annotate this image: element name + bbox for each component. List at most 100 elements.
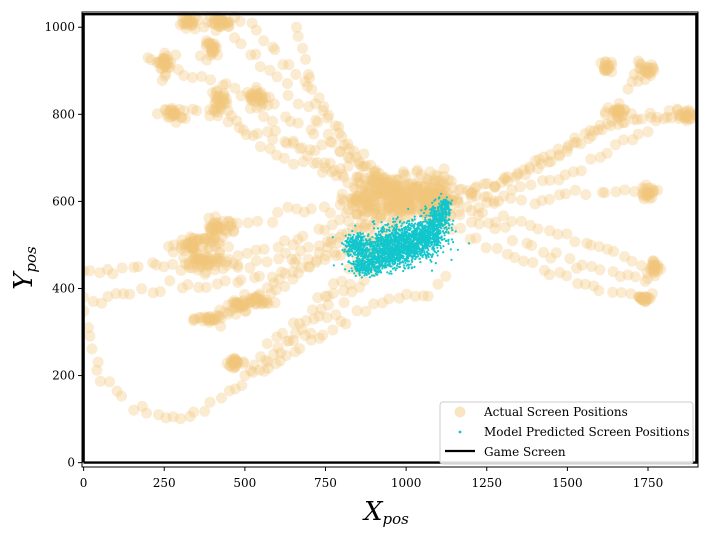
actual-position-point	[326, 137, 338, 149]
actual-position-point	[156, 62, 168, 74]
actual-position-point	[515, 215, 527, 227]
actual-position-point	[207, 219, 219, 231]
predicted-position-point	[419, 221, 422, 224]
actual-position-point	[231, 357, 243, 368]
actual-position-point	[409, 187, 421, 199]
predicted-position-point	[367, 262, 370, 265]
actual-position-point	[599, 65, 611, 77]
actual-position-point	[208, 233, 220, 245]
actual-position-point	[232, 297, 244, 309]
actual-position-point	[229, 360, 241, 372]
predicted-position-point	[353, 253, 356, 256]
predicted-position-point	[395, 248, 398, 251]
actual-position-point	[211, 93, 223, 105]
actual-position-point	[377, 172, 389, 184]
actual-position-point	[245, 92, 257, 104]
actual-position-point	[315, 303, 327, 315]
actual-position-point	[411, 166, 423, 178]
actual-position-point	[390, 184, 402, 196]
actual-position-point	[214, 237, 225, 249]
actual-position-point	[132, 261, 144, 273]
actual-position-point	[162, 54, 174, 66]
predicted-position-point	[451, 229, 454, 232]
actual-position-point	[665, 112, 677, 124]
actual-position-point	[206, 230, 218, 242]
actual-position-point	[406, 202, 418, 214]
actual-position-point	[235, 300, 247, 312]
predicted-position-point	[433, 216, 436, 219]
actual-position-point	[303, 101, 315, 113]
actual-position-point	[428, 178, 440, 190]
actual-position-point	[673, 113, 685, 125]
actual-position-point	[222, 105, 234, 117]
actual-position-point	[536, 195, 548, 207]
actual-position-point	[94, 375, 106, 387]
actual-position-point	[360, 195, 372, 207]
actual-position-point	[238, 356, 250, 368]
predicted-position-point	[348, 269, 351, 273]
actual-position-point	[164, 111, 176, 123]
actual-position-point	[502, 171, 514, 183]
actual-position-point	[209, 38, 221, 50]
predicted-position-point	[410, 251, 413, 255]
actual-position-point	[348, 192, 360, 204]
actual-position-point	[615, 271, 626, 282]
actual-position-point	[532, 163, 544, 175]
predicted-position-point	[443, 232, 446, 235]
actual-position-point	[200, 40, 212, 52]
actual-position-point	[201, 38, 213, 50]
actual-position-point	[452, 193, 464, 205]
actual-position-point	[571, 136, 583, 148]
actual-position-point	[298, 156, 309, 168]
predicted-position-point	[373, 222, 376, 226]
actual-position-point	[238, 299, 249, 311]
actual-position-point	[505, 192, 517, 204]
actual-position-point	[192, 14, 204, 26]
actual-position-point	[306, 83, 318, 95]
predicted-position-point	[363, 274, 366, 277]
predicted-position-point	[436, 210, 439, 213]
predicted-position-point	[381, 267, 384, 270]
actual-position-point	[210, 211, 221, 223]
predicted-position-point	[354, 274, 357, 277]
actual-position-point	[350, 208, 362, 220]
predicted-position-point	[419, 239, 422, 242]
predicted-position-point	[366, 269, 369, 272]
predicted-position-point	[419, 231, 422, 234]
actual-position-point	[254, 61, 266, 73]
actual-position-point	[183, 262, 195, 274]
predicted-position-point	[423, 250, 426, 253]
predicted-position-point	[387, 260, 391, 263]
predicted-position-point	[421, 255, 424, 259]
predicted-position-point	[411, 257, 414, 260]
actual-position-point	[326, 166, 338, 178]
predicted-position-point	[398, 234, 401, 237]
actual-position-point	[399, 192, 410, 204]
actual-position-point	[400, 202, 412, 214]
actual-position-point	[183, 237, 195, 249]
actual-position-point	[192, 234, 204, 246]
predicted-position-point	[397, 253, 400, 257]
actual-position-point	[379, 183, 391, 195]
actual-position-point	[297, 42, 308, 54]
predicted-position-point	[331, 236, 334, 239]
predicted-position-point	[374, 261, 377, 264]
actual-position-point	[319, 157, 331, 169]
predicted-position-point	[398, 249, 401, 252]
actual-position-point	[376, 194, 388, 205]
actual-position-point	[292, 98, 304, 110]
predicted-position-point	[407, 266, 410, 269]
actual-position-point	[354, 195, 365, 207]
actual-position-point	[221, 259, 233, 271]
actual-position-point	[376, 208, 387, 220]
actual-position-point	[298, 206, 310, 218]
actual-position-point	[661, 111, 673, 123]
actual-position-point	[161, 50, 173, 62]
actual-position-point	[569, 132, 581, 144]
actual-position-point	[255, 351, 267, 363]
actual-position-point	[250, 291, 262, 302]
actual-position-point	[385, 184, 397, 195]
actual-position-point	[312, 116, 324, 128]
predicted-position-point	[355, 236, 358, 239]
actual-position-point	[408, 197, 419, 209]
